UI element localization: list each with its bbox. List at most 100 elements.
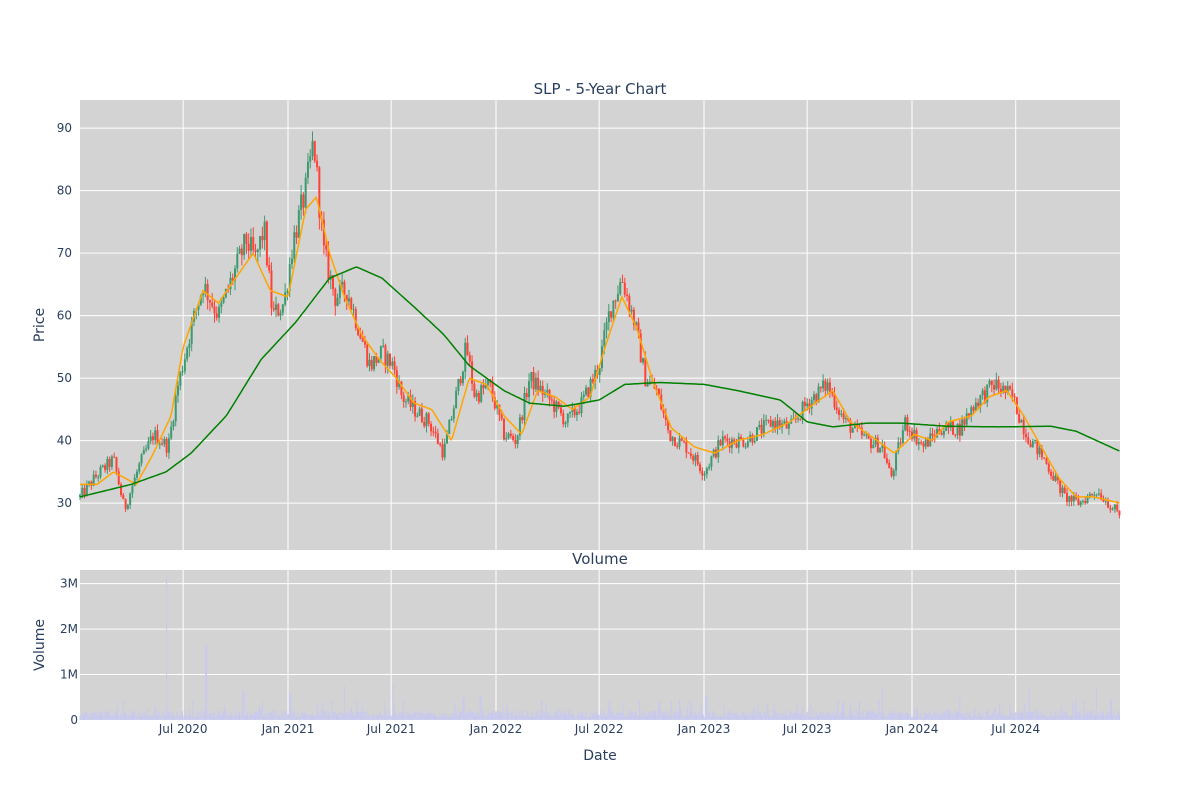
volume-bar	[629, 712, 631, 720]
candle-body	[322, 219, 325, 246]
volume-bar	[671, 701, 673, 720]
volume-bar	[855, 707, 857, 720]
volume-bar	[1022, 711, 1024, 720]
candle-body	[265, 221, 268, 266]
volume-bar	[527, 712, 529, 720]
candle-body	[83, 488, 86, 495]
volume-bar	[1068, 716, 1070, 720]
volume-bar	[747, 715, 749, 720]
volume-bar	[586, 717, 588, 720]
candle-body	[1068, 496, 1071, 502]
volume-bar	[688, 715, 690, 720]
candle-body	[420, 408, 423, 422]
volume-bar	[114, 711, 116, 720]
volume-bar	[947, 708, 949, 720]
candle-body	[1027, 437, 1030, 444]
volume-bar	[440, 716, 442, 720]
volume-bar	[366, 711, 368, 720]
candle-body	[443, 443, 446, 458]
volume-bar	[277, 716, 279, 720]
volume-bar	[939, 714, 941, 720]
volume-bar	[451, 717, 453, 720]
volume-bar	[161, 716, 163, 720]
volume-bar	[465, 714, 467, 720]
candle-body	[158, 443, 161, 445]
volume-bar	[890, 712, 892, 720]
volume-bar	[113, 715, 115, 720]
candle-body	[532, 372, 535, 390]
volume-bar	[573, 713, 575, 720]
candle-body	[639, 333, 642, 363]
volume-bar	[716, 717, 718, 720]
candle-body	[480, 385, 483, 402]
candle-body	[115, 457, 118, 472]
volume-bar	[759, 710, 761, 720]
volume-bar	[528, 716, 530, 720]
volume-bar	[256, 710, 258, 720]
candle-body	[300, 194, 303, 211]
volume-bar	[565, 714, 567, 720]
volume-bar	[359, 711, 361, 720]
volume-bar	[1093, 715, 1095, 720]
candle-body	[963, 419, 966, 425]
volume-bar	[121, 715, 123, 720]
candle-body	[726, 438, 729, 442]
volume-bar	[569, 708, 571, 720]
candle-body	[972, 407, 975, 411]
volume-bar	[955, 710, 957, 720]
volume-bar	[789, 710, 791, 720]
candle-body	[623, 282, 626, 295]
candle-body	[655, 388, 658, 390]
volume-chart-title: Volume	[572, 550, 628, 568]
candle-body	[1072, 495, 1075, 502]
volume-bar	[202, 710, 204, 720]
volume-bar	[1091, 710, 1093, 720]
candle-body	[1009, 386, 1012, 390]
candle-body	[826, 382, 829, 391]
candle-body	[949, 421, 952, 428]
candle-body	[865, 434, 868, 436]
candle-body	[922, 443, 925, 447]
volume-bar	[430, 713, 432, 720]
candle-body	[1056, 475, 1059, 481]
candle-body	[1091, 493, 1094, 496]
candle-body	[414, 401, 417, 417]
candle-body	[252, 237, 255, 251]
candle-body	[947, 423, 950, 428]
date-tick-label: Jan 2023	[677, 722, 731, 736]
candle-body	[507, 433, 510, 438]
volume-bar	[261, 701, 263, 720]
candle-body	[569, 412, 572, 414]
candle-body	[213, 306, 216, 314]
candle-body	[104, 465, 107, 470]
volume-bar	[675, 711, 677, 720]
volume-bar	[308, 713, 310, 720]
candle-body	[386, 353, 389, 366]
volume-bar	[774, 710, 776, 720]
volume-bar	[349, 713, 351, 720]
candle-body	[965, 413, 968, 425]
volume-bar	[432, 713, 434, 720]
volume-bar	[739, 714, 741, 720]
volume-bar	[1064, 711, 1066, 720]
candle-body	[1054, 475, 1057, 481]
candle-body	[911, 431, 913, 439]
volume-bar	[1014, 712, 1016, 720]
volume-bar	[578, 714, 580, 720]
candle-body	[619, 281, 622, 294]
volume-bar	[364, 711, 366, 720]
volume-bar	[844, 711, 846, 720]
volume-bar	[403, 700, 405, 720]
volume-bar	[668, 710, 670, 720]
volume-bar	[153, 711, 155, 720]
candle-body	[468, 355, 471, 362]
volume-bar	[706, 695, 708, 720]
volume-bar	[854, 715, 856, 720]
volume-bar	[412, 714, 414, 720]
volume-bar	[508, 711, 510, 720]
volume-bar	[371, 716, 373, 720]
candle-body	[120, 484, 123, 495]
volume-bar	[456, 715, 458, 720]
candle-body	[961, 419, 964, 436]
volume-bar	[419, 711, 421, 720]
